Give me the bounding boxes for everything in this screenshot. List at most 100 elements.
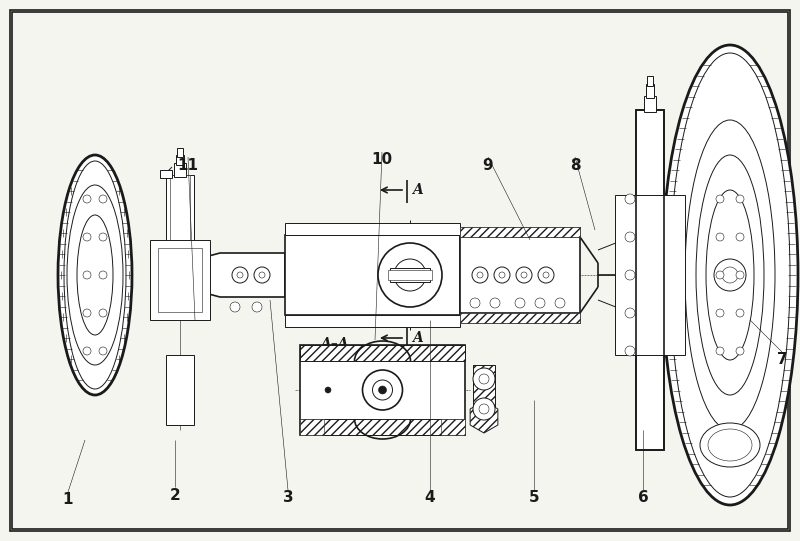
Circle shape [472, 267, 488, 283]
Circle shape [254, 267, 270, 283]
Bar [640, 110, 660, 450]
Circle shape [477, 272, 483, 278]
Bar [644, 96, 656, 112]
Circle shape [479, 374, 489, 384]
Bar [460, 227, 580, 237]
Text: A: A [412, 331, 422, 345]
Circle shape [716, 347, 724, 355]
Circle shape [625, 270, 635, 280]
Circle shape [473, 398, 495, 420]
Bar [388, 270, 432, 280]
Text: A: A [412, 183, 422, 197]
Circle shape [473, 368, 495, 390]
Bar [158, 248, 202, 312]
Text: 9: 9 [482, 157, 494, 173]
Circle shape [736, 233, 744, 241]
Bar [170, 175, 190, 250]
Circle shape [625, 194, 635, 204]
Bar [473, 365, 495, 425]
Circle shape [83, 347, 91, 355]
Circle shape [362, 370, 402, 410]
Circle shape [404, 269, 416, 281]
Circle shape [714, 259, 746, 291]
Bar [615, 195, 685, 355]
Circle shape [83, 233, 91, 241]
Circle shape [736, 309, 744, 317]
Text: 4: 4 [425, 491, 435, 505]
Circle shape [373, 380, 393, 400]
Text: 10: 10 [371, 153, 393, 168]
Circle shape [543, 272, 549, 278]
Text: 2: 2 [170, 487, 180, 503]
Ellipse shape [700, 423, 760, 467]
Circle shape [237, 272, 243, 278]
Text: 7: 7 [777, 353, 787, 367]
Text: 1: 1 [62, 492, 74, 507]
Circle shape [515, 298, 525, 308]
Circle shape [716, 309, 724, 317]
Bar [166, 355, 194, 425]
Circle shape [394, 259, 426, 291]
Circle shape [736, 195, 744, 203]
Circle shape [232, 267, 248, 283]
Circle shape [716, 195, 724, 203]
Circle shape [736, 347, 744, 355]
Bar [390, 268, 430, 282]
Circle shape [99, 271, 107, 279]
Circle shape [538, 267, 554, 283]
Bar [460, 313, 580, 323]
Circle shape [99, 233, 107, 241]
Circle shape [99, 347, 107, 355]
Text: 6: 6 [638, 491, 648, 505]
Ellipse shape [696, 155, 764, 395]
Circle shape [99, 309, 107, 317]
Circle shape [722, 267, 738, 283]
Circle shape [83, 195, 91, 203]
Ellipse shape [64, 161, 126, 389]
Ellipse shape [685, 120, 775, 430]
Circle shape [378, 243, 442, 307]
Circle shape [521, 272, 527, 278]
Bar [300, 419, 465, 435]
Circle shape [736, 271, 744, 279]
Ellipse shape [58, 155, 132, 395]
Bar [160, 170, 172, 178]
Bar [285, 235, 460, 315]
Circle shape [716, 271, 724, 279]
Ellipse shape [706, 190, 754, 360]
Bar [646, 84, 654, 98]
Circle shape [99, 195, 107, 203]
Bar [636, 110, 664, 450]
Bar [300, 419, 324, 435]
Polygon shape [175, 253, 285, 297]
Text: 11: 11 [178, 157, 198, 173]
Text: A–A: A–A [320, 337, 349, 351]
Circle shape [625, 346, 635, 356]
Bar [166, 175, 194, 250]
Bar [647, 76, 653, 86]
Circle shape [716, 233, 724, 241]
Circle shape [325, 387, 331, 393]
Bar [441, 419, 465, 435]
Circle shape [83, 309, 91, 317]
Circle shape [252, 302, 262, 312]
Bar [300, 345, 465, 435]
Circle shape [230, 302, 240, 312]
Text: 3: 3 [282, 491, 294, 505]
Ellipse shape [670, 53, 790, 497]
Circle shape [378, 386, 386, 394]
Bar [176, 155, 184, 165]
Text: 8: 8 [570, 157, 580, 173]
Bar [174, 163, 186, 177]
Circle shape [479, 404, 489, 414]
Circle shape [494, 267, 510, 283]
Ellipse shape [662, 45, 798, 505]
Circle shape [516, 267, 532, 283]
Text: 5: 5 [529, 491, 539, 505]
Circle shape [555, 298, 565, 308]
Bar [285, 223, 460, 235]
Ellipse shape [77, 215, 113, 335]
Circle shape [259, 272, 265, 278]
Ellipse shape [67, 185, 123, 365]
Bar [300, 345, 465, 361]
